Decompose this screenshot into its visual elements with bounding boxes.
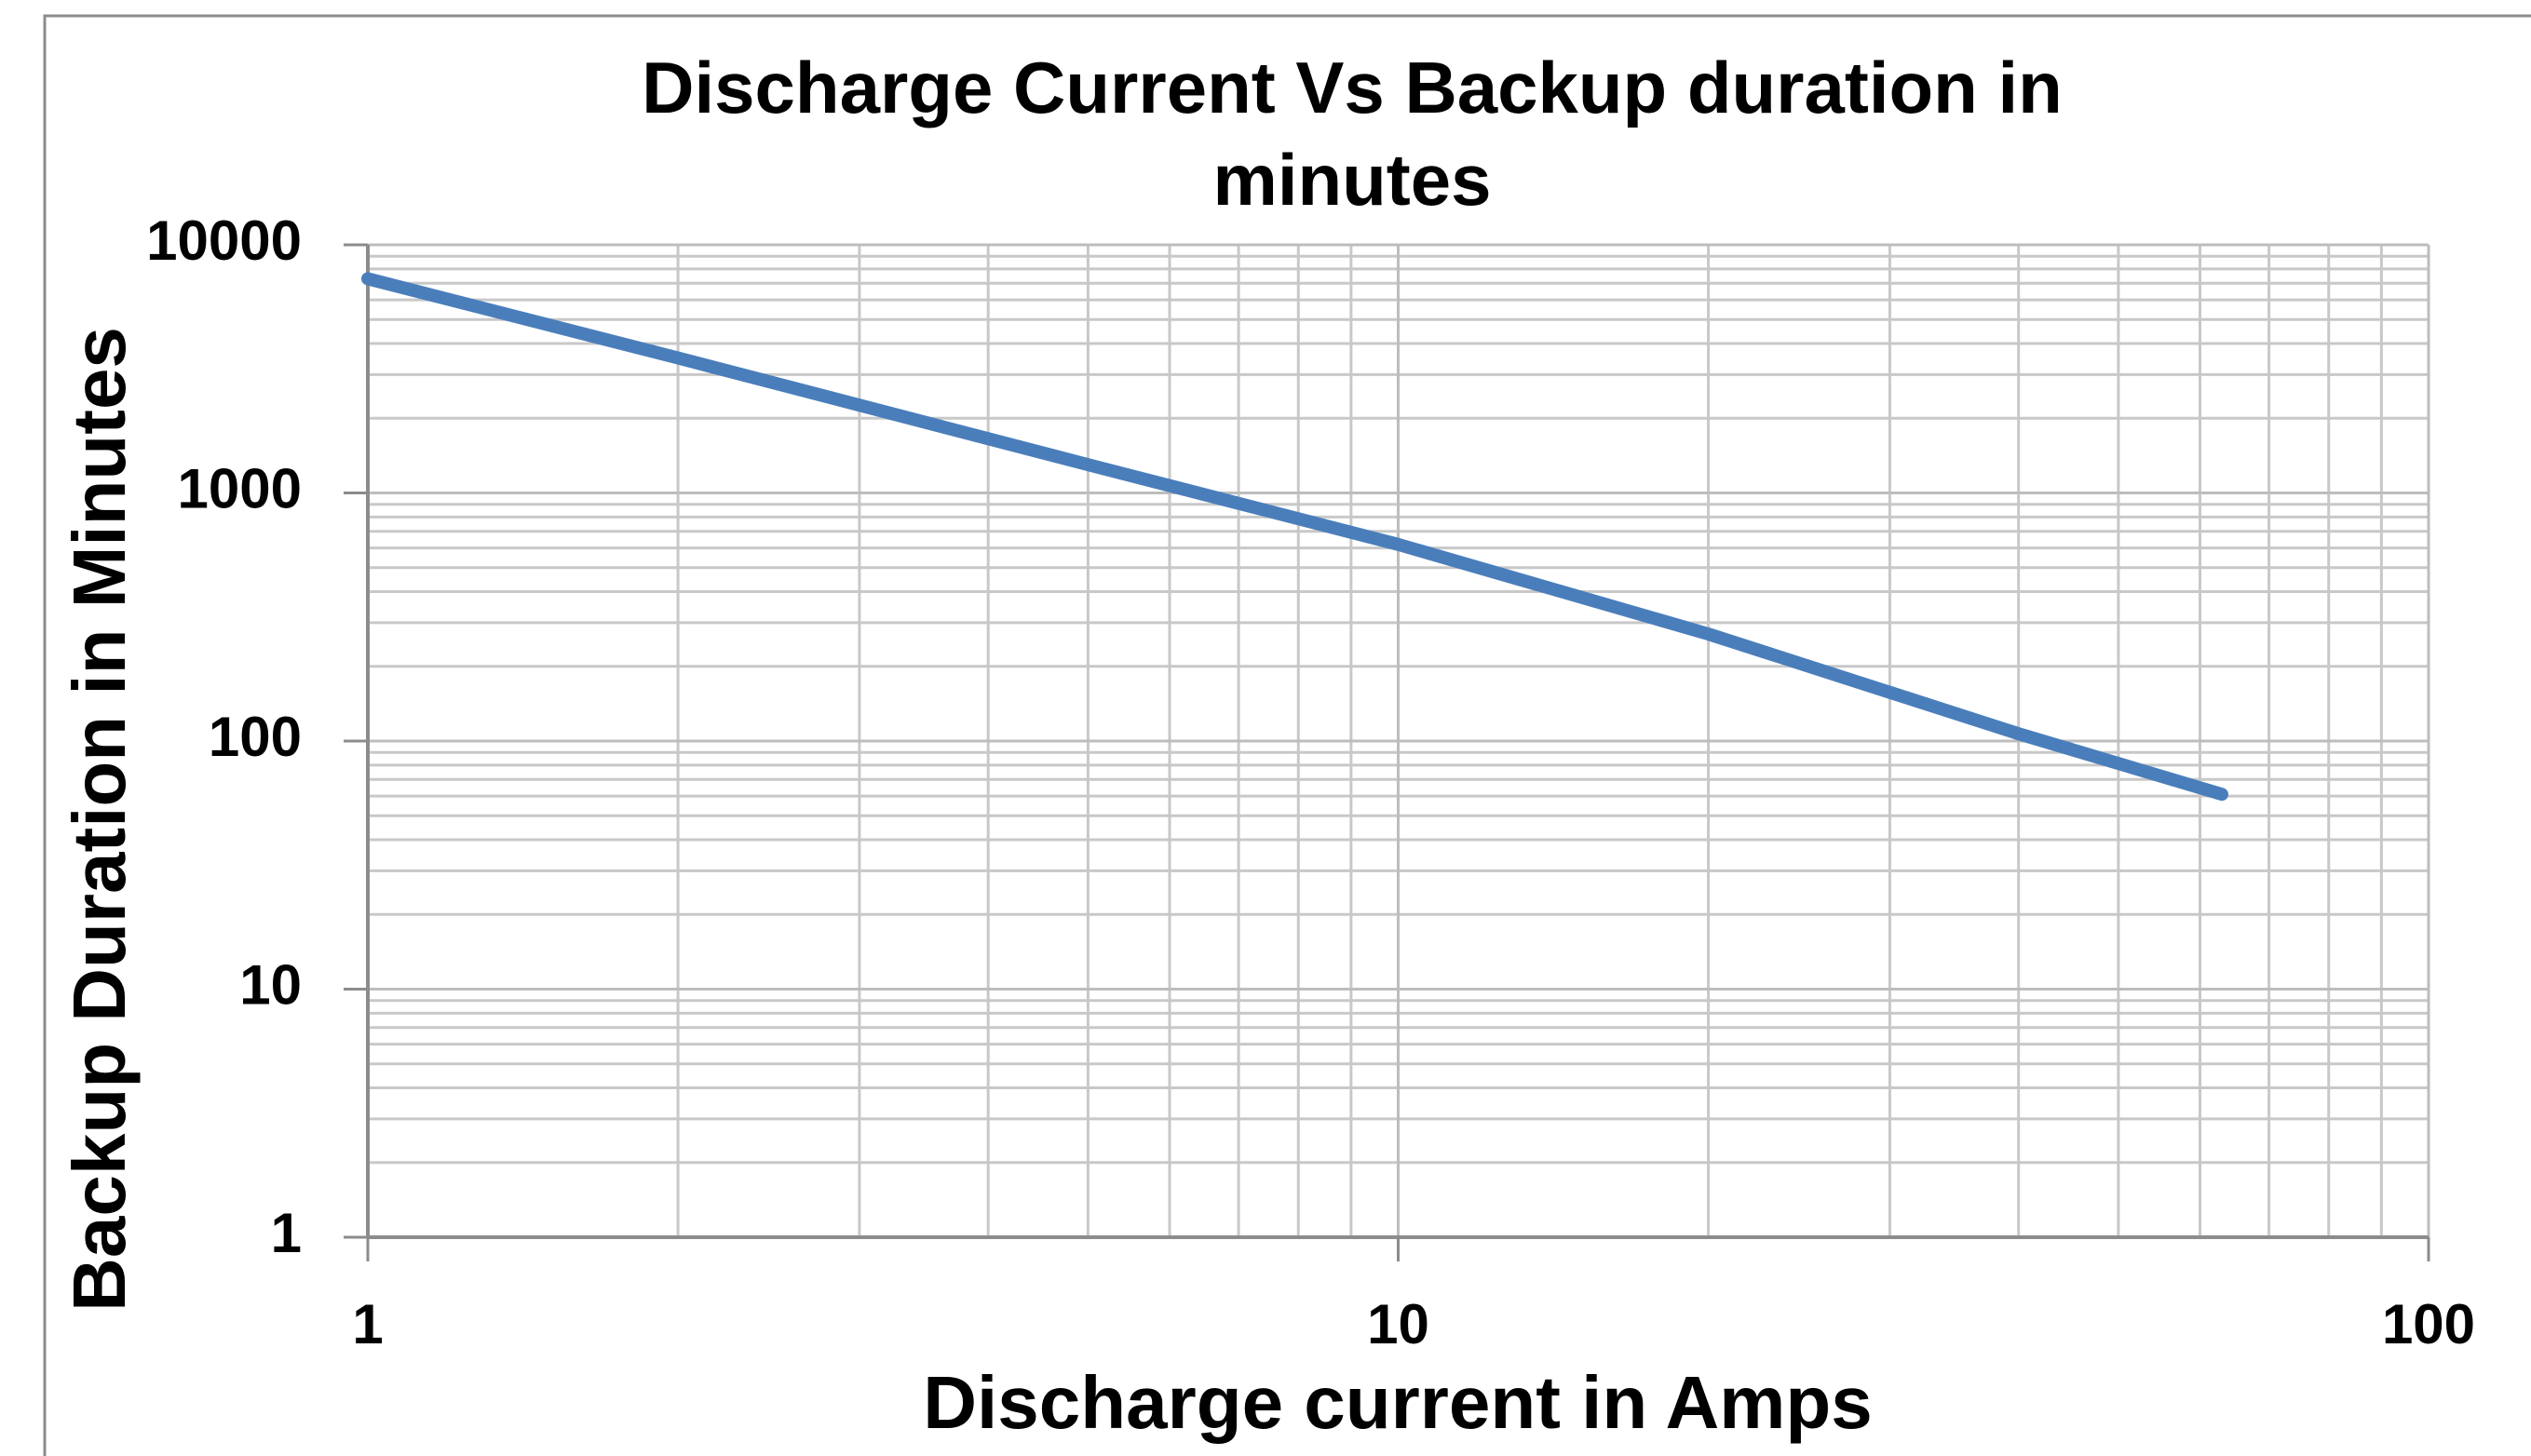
y-tick-label: 1000 xyxy=(178,457,302,519)
x-tick-label: 10 xyxy=(1367,1293,1429,1355)
x-tick-label: 100 xyxy=(2382,1293,2475,1355)
y-axis-title: Backup Duration in Minutes xyxy=(58,327,141,1312)
chart-frame xyxy=(43,14,2531,1456)
x-axis-title: Discharge current in Amps xyxy=(923,1361,1873,1444)
chart-title: Discharge Current Vs Backup duration in … xyxy=(642,47,2063,221)
x-tick-label: 1 xyxy=(352,1293,383,1355)
data-line xyxy=(361,272,2228,802)
y-tick-label: 10000 xyxy=(146,209,302,272)
y-tick-label: 100 xyxy=(209,706,302,768)
y-tick-label: 1 xyxy=(271,1202,302,1264)
y-tick-label: 10 xyxy=(239,953,302,1016)
